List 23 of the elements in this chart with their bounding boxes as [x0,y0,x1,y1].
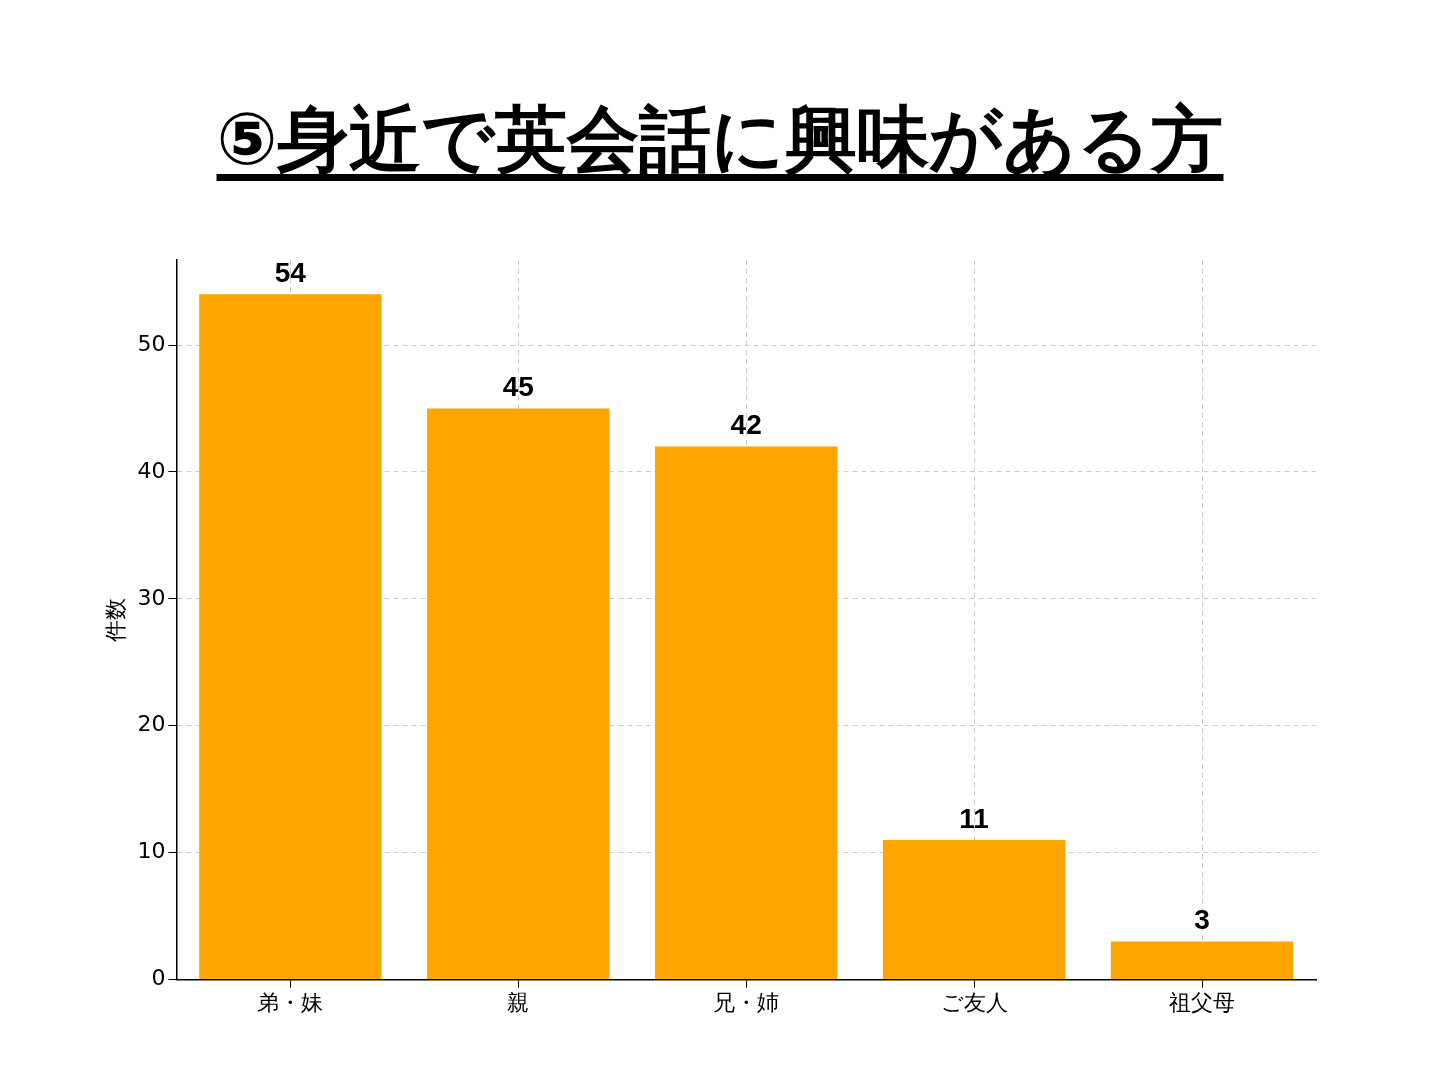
bar [1110,941,1294,980]
bar [199,294,382,980]
y-tick-label: 0 [151,965,166,991]
y-tick-label: 20 [137,711,166,737]
y-tick-label: 10 [137,838,166,864]
y-tick-label: 50 [137,330,166,356]
data-label: 3 [1194,904,1210,936]
chart-title: ⑤身近で英会話に興味がある方 [216,97,1224,181]
y-tick-label: 30 [137,584,166,610]
data-label: 45 [502,371,534,403]
data-label: 11 [959,802,989,834]
y-tick-label: 40 [137,457,166,483]
data-label: 42 [730,409,762,441]
bar [427,408,610,980]
x-tick-label: 弟・妹 [257,989,324,1015]
x-tick-label: 兄・姉 [713,989,780,1015]
bar [655,446,838,980]
x-tick-label: ご友人 [940,989,1008,1015]
x-tick-label: 祖父母 [1169,989,1236,1015]
bar [882,840,1066,980]
data-label: 54 [274,256,307,288]
x-tick-label: 親 [507,989,530,1015]
y-axis-title: 件数 [102,597,128,642]
